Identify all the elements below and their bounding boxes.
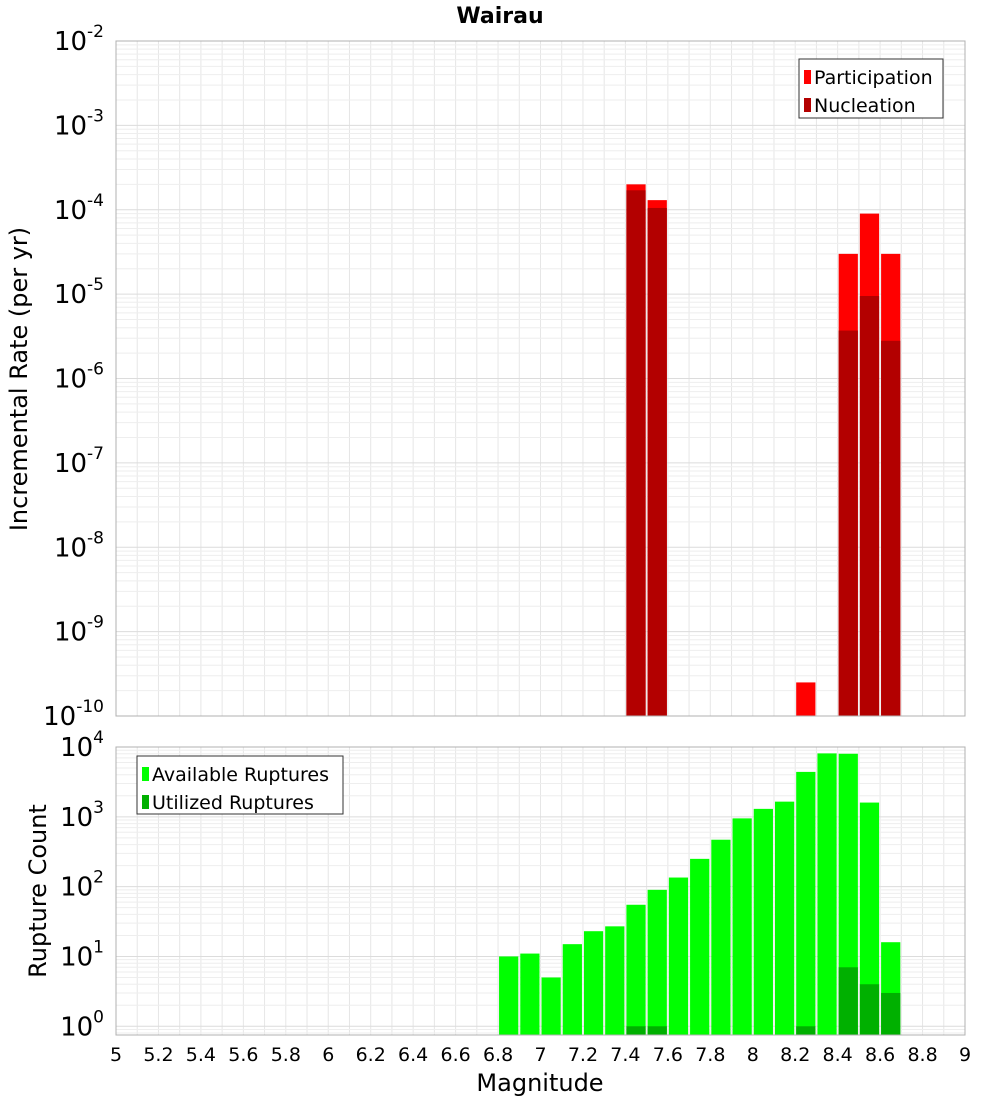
x-tick-label: 8.2 — [780, 1044, 810, 1066]
bar-utilized-ruptures — [647, 1026, 667, 1035]
bar-available-ruptures — [796, 771, 816, 1035]
x-tick-label: 5.6 — [228, 1044, 258, 1066]
bottom-y-axis-title: Rupture Count — [24, 804, 52, 978]
bar-available-ruptures — [499, 956, 519, 1035]
bar-nucleation — [838, 330, 858, 716]
y-tick-label: 103 — [60, 798, 104, 833]
bar-nucleation — [859, 296, 880, 716]
bar-available-ruptures — [605, 926, 625, 1035]
legend-swatch — [142, 767, 149, 781]
bar-nucleation — [647, 207, 667, 716]
x-tick-label: 6.8 — [483, 1044, 513, 1066]
y-tick-label: 104 — [60, 728, 104, 763]
legend-label: Participation — [814, 67, 933, 89]
x-tick-label: 6.4 — [398, 1044, 428, 1066]
bar-available-ruptures — [838, 753, 858, 1035]
x-tick-label: 5.2 — [143, 1044, 173, 1066]
bar-available-ruptures — [626, 904, 646, 1035]
legend: Available Ruptures Utilized Ruptures — [136, 755, 344, 815]
legend-box — [136, 755, 344, 815]
x-tick-label: 8.6 — [865, 1044, 895, 1066]
x-tick-label: 8.8 — [907, 1044, 937, 1066]
y-tick-label: 10-3 — [54, 106, 104, 141]
bar-nucleation — [881, 340, 901, 716]
bar-available-ruptures — [583, 931, 604, 1035]
x-tick-label: 7.4 — [610, 1044, 640, 1066]
chart-title: Wairau — [456, 4, 543, 29]
bar-utilized-ruptures — [626, 1026, 646, 1035]
x-tick-label: 9 — [959, 1044, 971, 1066]
y-tick-label: 101 — [60, 937, 104, 972]
rupture-count-panel: 100 101 102 103 104 Available Ruptures Utilize… — [60, 728, 971, 1066]
bar-available-ruptures — [541, 977, 561, 1035]
x-tick-label: 7 — [534, 1044, 546, 1066]
x-tick-label: 7.2 — [568, 1044, 598, 1066]
legend-box — [798, 58, 944, 119]
x-tick-label: 8 — [747, 1044, 759, 1066]
legend-swatch — [142, 795, 149, 809]
bar-available-ruptures — [774, 801, 795, 1035]
y-tick-label: 10-5 — [54, 275, 104, 310]
x-tick-label: 7.6 — [653, 1044, 683, 1066]
bar-utilized-ruptures — [859, 984, 880, 1035]
x-tick-label: 5.4 — [186, 1044, 216, 1066]
bar-participation — [796, 682, 816, 716]
legend-label: Available Ruptures — [152, 764, 329, 786]
bar-nucleation — [626, 190, 646, 716]
bar-available-ruptures — [817, 753, 837, 1035]
legend-label: Nucleation — [814, 95, 916, 117]
x-tick-label: 8.4 — [823, 1044, 853, 1066]
bar-available-ruptures — [562, 944, 582, 1035]
bar-available-ruptures — [520, 953, 540, 1035]
x-axis-title: Magnitude — [476, 1069, 603, 1097]
y-tick-label: 100 — [60, 1007, 104, 1042]
bar-available-ruptures — [859, 802, 880, 1035]
legend-swatch — [804, 70, 811, 84]
x-tick-label: 6 — [322, 1044, 334, 1066]
y-tick-label: 10-6 — [54, 360, 104, 395]
bar-available-ruptures — [711, 839, 731, 1035]
bar-utilized-ruptures — [881, 992, 901, 1035]
bar-utilized-ruptures — [796, 1026, 816, 1035]
bar-available-ruptures — [732, 818, 752, 1035]
y-tick-label: 10-4 — [54, 191, 104, 226]
plot-frame — [115, 40, 966, 717]
x-tick-label: 5.8 — [271, 1044, 301, 1066]
bar-available-ruptures — [668, 877, 689, 1035]
legend-swatch — [804, 98, 811, 112]
y-tick-label: 10-2 — [54, 22, 104, 57]
y-tick-label: 10-8 — [54, 528, 104, 563]
legend-label: Utilized Ruptures — [152, 792, 314, 814]
y-tick-label: 10-9 — [54, 613, 104, 648]
top-y-axis-title: Incremental Rate (per yr) — [5, 227, 33, 531]
plot-frame — [115, 746, 966, 1036]
x-tick-label: 6.2 — [356, 1044, 386, 1066]
x-tick-label: 6.6 — [440, 1044, 470, 1066]
x-tick-label: 7.8 — [695, 1044, 725, 1066]
legend: Participation Nucleation — [798, 58, 944, 119]
incremental-rate-panel: 10-10 10-9 10-8 10-7 10-6 10-5 10-4 10-3 10-2 Par… — [43, 22, 966, 732]
y-tick-label: 10-7 — [54, 444, 104, 479]
bar-available-ruptures — [647, 889, 667, 1035]
y-tick-label: 10-10 — [43, 697, 104, 732]
bar-utilized-ruptures — [838, 967, 858, 1035]
bar-available-ruptures — [690, 858, 710, 1035]
bar-available-ruptures — [753, 808, 773, 1035]
y-tick-label: 102 — [60, 868, 104, 903]
x-tick-label: 5 — [110, 1044, 122, 1066]
